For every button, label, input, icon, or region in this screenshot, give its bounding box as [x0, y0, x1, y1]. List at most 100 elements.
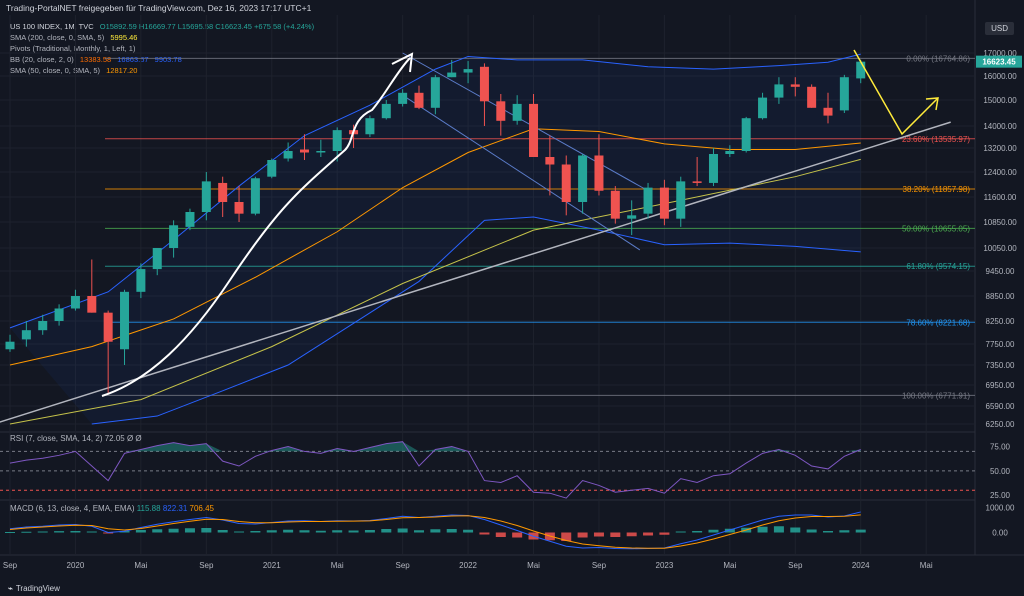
- bb-lower-value: 9903.78: [154, 55, 182, 64]
- fib-level-label: 100.00% (6771.91): [902, 391, 970, 400]
- macd-histogram-bar: [430, 529, 441, 533]
- price-tick-label: 10850.00: [983, 218, 1017, 227]
- tradingview-logo[interactable]: ⌁ TradingView: [8, 584, 60, 593]
- candle-body: [774, 84, 784, 98]
- sma200-legend[interactable]: SMA (200, close, 0, SMA, 5) 5995.46: [10, 33, 137, 42]
- macd-histogram-bar: [626, 532, 637, 537]
- time-tick-label: Sep: [199, 561, 214, 570]
- currency-badge[interactable]: USD: [985, 22, 1014, 35]
- time-tick-label: 2023: [656, 561, 674, 570]
- candle-body: [381, 103, 391, 119]
- macd-histogram-bar: [855, 529, 866, 533]
- macd-histogram-bar: [757, 526, 768, 533]
- macd-histogram-bar: [266, 530, 277, 533]
- annotation-arrowhead: [391, 52, 414, 73]
- trend-line: [0, 121, 951, 423]
- price-tick-label: 8850.00: [986, 292, 1015, 301]
- candle-body: [332, 130, 342, 151]
- macd-line: [9, 511, 861, 550]
- price-tick-label: 9450.00: [986, 267, 1015, 276]
- macd-histogram-bar: [315, 530, 326, 533]
- macd-legend: MACD (6, 13, close, 4, EMA, EMA) 115.88 …: [10, 504, 215, 513]
- macd-histogram-bar: [217, 530, 228, 533]
- candle-body: [398, 92, 408, 104]
- price-tick-label: 16000.00: [983, 72, 1017, 81]
- candle-body: [70, 296, 80, 309]
- macd-histogram-bar: [283, 529, 294, 533]
- candle-body: [545, 157, 555, 165]
- candle-body: [659, 187, 669, 219]
- candle-body: [120, 291, 130, 350]
- sma50-value: 12817.20: [106, 66, 138, 75]
- candle-body: [87, 296, 97, 313]
- fib-level-label: 38.20% (11857.98): [903, 185, 971, 194]
- candle-body: [21, 330, 31, 340]
- candle-body: [201, 181, 211, 212]
- macd-histogram-bar: [37, 531, 48, 533]
- annotation-forecast-arrow: [853, 49, 939, 136]
- macd-histogram-bar: [201, 528, 212, 533]
- macd-histogram-bar: [184, 528, 195, 533]
- pivots-legend[interactable]: Pivots (Traditional, Monthly, 1, Left, 1…: [10, 44, 135, 53]
- macd-histogram-bar: [152, 529, 163, 533]
- macd-histogram-bar: [675, 531, 686, 533]
- macd-histogram-bar: [659, 532, 670, 535]
- bb-legend[interactable]: BB (20, close, 2, 0) 13383.58 16863.57 9…: [10, 55, 182, 64]
- candle-body: [414, 92, 424, 108]
- candle-body: [218, 182, 228, 202]
- bb-upper-line: [9, 53, 861, 329]
- macd-histogram-bar: [806, 529, 817, 533]
- sma50-legend[interactable]: SMA (50, close, 0, SMA, 5) 12817.20: [10, 66, 137, 75]
- rsi-line: [9, 441, 861, 499]
- time-tick-label: Sep: [788, 561, 803, 570]
- macd-value: 115.88: [137, 504, 163, 513]
- macd-histogram-bar: [414, 530, 424, 533]
- macd-histogram-bar: [577, 532, 588, 538]
- time-tick-label: Mai: [920, 561, 933, 570]
- macd-value: 822.31: [163, 504, 190, 513]
- macd-histogram-bar: [823, 531, 833, 533]
- candle-body: [512, 103, 522, 121]
- candle-body: [529, 103, 539, 157]
- candle-body: [578, 155, 588, 202]
- candle-body: [103, 312, 113, 342]
- fib-level-label: 61.80% (9574.15): [906, 262, 970, 271]
- symbol-label: US 100 INDEX, 1M, TVC: [10, 22, 94, 31]
- macd-histogram-bar: [463, 529, 474, 533]
- bb-label: BB (20, close, 2, 0): [10, 55, 74, 64]
- sma50-label: SMA (50, close, 0, SMA, 5): [10, 66, 101, 75]
- price-tick-label: 12400.00: [983, 168, 1017, 177]
- candle-body: [856, 61, 866, 79]
- macd-histogram-bar: [70, 531, 81, 533]
- candle-body: [54, 308, 64, 321]
- bb-upper-value: 16863.57: [117, 55, 149, 64]
- last-price-label: 16623.45: [982, 58, 1016, 67]
- macd-histogram-bar: [610, 532, 621, 537]
- candle-body: [594, 155, 604, 191]
- price-tick-label: 8250.00: [986, 317, 1015, 326]
- macd-histogram-bar: [708, 529, 719, 533]
- symbol-legend[interactable]: US 100 INDEX, 1M, TVC O15892.59 H16669.7…: [10, 22, 314, 31]
- fib-level-label: 50.00% (10655.05): [902, 224, 970, 233]
- candle-body: [790, 84, 800, 87]
- candle-body: [496, 101, 506, 121]
- time-tick-label: Sep: [3, 561, 18, 570]
- macd-histogram-bar: [397, 528, 408, 533]
- candle-body: [430, 77, 440, 108]
- macd-histogram-bar: [364, 530, 375, 533]
- time-tick-label: 2021: [263, 561, 281, 570]
- price-tick-label: 6590.00: [986, 402, 1015, 411]
- candle-body: [136, 269, 146, 292]
- macd-histogram-bar: [299, 530, 310, 533]
- ohlc-values: O15892.59 H16669.77 L15695.58 C16623.45 …: [99, 22, 315, 31]
- time-tick-label: Sep: [592, 561, 607, 570]
- candle-body: [283, 151, 293, 159]
- rsi-tick-label: 25.00: [990, 491, 1011, 500]
- candle-body: [692, 181, 702, 183]
- price-tick-label: 17000.00: [983, 49, 1017, 58]
- candle-body: [741, 118, 751, 151]
- price-tick-label: 10050.00: [983, 244, 1017, 253]
- pivots-label: Pivots (Traditional, Monthly, 1, Left, 1…: [10, 44, 136, 53]
- macd-histogram-bar: [790, 527, 801, 533]
